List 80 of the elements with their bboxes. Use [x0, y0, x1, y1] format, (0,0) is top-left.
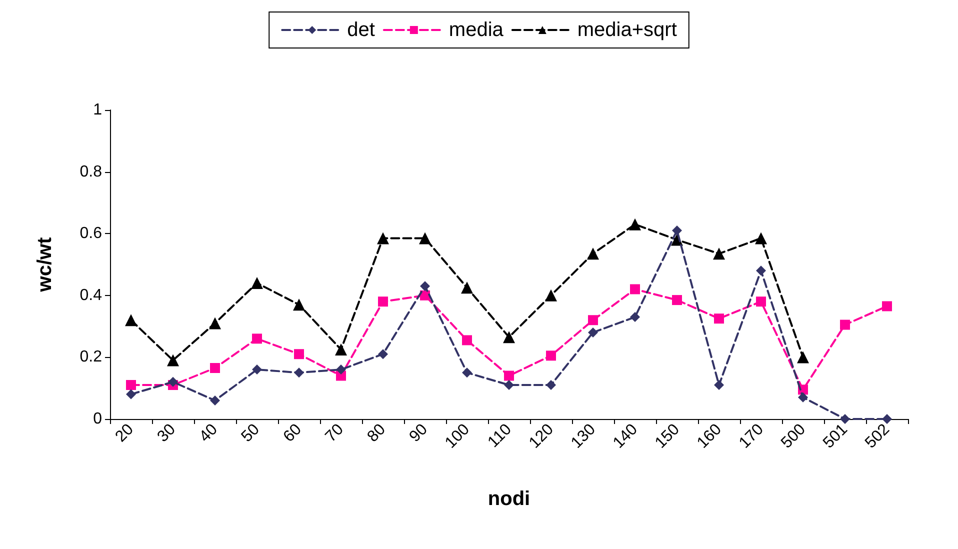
x-tick-label: 20 [112, 420, 138, 446]
point [756, 266, 766, 276]
point [546, 350, 556, 361]
point [588, 315, 598, 326]
x-tick-label: 90 [406, 420, 432, 446]
point [714, 314, 724, 324]
y-tick-label: 1 [93, 102, 102, 118]
x-tick-label: 70 [322, 420, 348, 446]
point [294, 368, 304, 378]
point [840, 320, 850, 330]
point [546, 380, 556, 390]
point [840, 414, 850, 424]
point [126, 389, 136, 400]
point [377, 232, 389, 244]
x-tick-label: 50 [238, 420, 264, 446]
y-tick-label: 0 [93, 410, 102, 428]
x-tick-label: 170 [736, 420, 768, 452]
x-tick-label: 110 [484, 420, 516, 452]
point [335, 343, 347, 356]
x-tick-label: 500 [778, 420, 810, 452]
point [378, 349, 388, 360]
point [420, 281, 430, 292]
point [209, 317, 221, 330]
point [252, 364, 262, 375]
x-tick-label: 150 [652, 420, 684, 452]
y-tick-label: 0.6 [80, 225, 102, 242]
point [462, 368, 472, 378]
point [713, 248, 725, 260]
point [545, 289, 557, 302]
point [125, 314, 137, 326]
point [126, 380, 136, 390]
legend-label: media [448, 19, 504, 41]
point [504, 370, 514, 381]
point [336, 364, 346, 375]
point [419, 232, 431, 244]
x-tick-label: 40 [196, 420, 222, 446]
point [755, 232, 767, 244]
x-tick-label: 80 [364, 420, 390, 446]
point [629, 218, 641, 230]
point [462, 335, 472, 346]
point [672, 295, 682, 306]
point [672, 226, 682, 236]
point [630, 312, 640, 322]
y-tick-label: 0.2 [80, 348, 102, 366]
point [378, 296, 388, 307]
point [587, 248, 599, 260]
point [503, 331, 515, 344]
point [251, 277, 263, 290]
point [294, 349, 304, 360]
point [798, 392, 808, 402]
point [797, 351, 809, 364]
point [714, 380, 724, 390]
y-tick-label: 0.4 [80, 286, 102, 304]
point [252, 334, 262, 344]
x-tick-label: 30 [154, 420, 180, 446]
point [210, 363, 220, 374]
point [293, 298, 305, 311]
point [756, 296, 766, 307]
x-tick-label: 100 [442, 420, 474, 452]
x-tick-label: 501 [820, 420, 852, 452]
point [168, 376, 178, 387]
point [630, 284, 640, 294]
point [504, 380, 514, 390]
y-tick-label: 0.8 [80, 163, 102, 180]
point [882, 414, 892, 424]
legend-label: media+sqrt [577, 19, 678, 41]
y-axis-title: wc/wt [34, 236, 56, 293]
point [588, 327, 598, 338]
x-tick-label: 120 [526, 420, 558, 452]
x-axis-title: nodi [488, 488, 530, 510]
point [461, 282, 473, 294]
legend-label: det [347, 19, 376, 41]
point [167, 354, 179, 366]
x-tick-label: 60 [280, 420, 306, 446]
x-tick-label: 502 [862, 420, 894, 452]
point [882, 301, 892, 312]
point [210, 395, 220, 406]
x-tick-label: 160 [694, 420, 726, 452]
x-tick-label: 130 [568, 420, 600, 452]
x-tick-label: 140 [610, 420, 642, 452]
